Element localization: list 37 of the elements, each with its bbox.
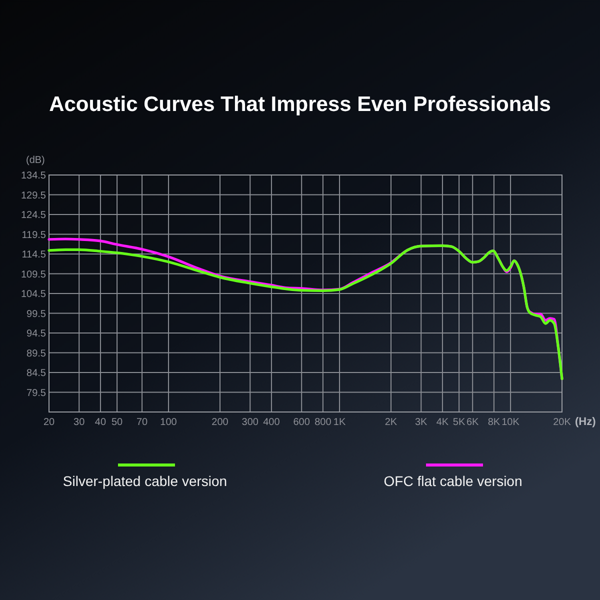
x-tick-label: 20	[43, 417, 55, 428]
x-tick-label: 8K	[488, 417, 500, 428]
x-tick-label: 1K	[333, 417, 346, 428]
y-tick-label: 84.5	[26, 368, 46, 379]
legend-label: OFC flat cable version	[384, 473, 522, 489]
x-tick-label: 30	[74, 417, 86, 428]
y-tick-label: 129.5	[20, 190, 46, 202]
x-tick-label: 600	[293, 417, 310, 428]
x-tick-label: 4K	[436, 417, 449, 428]
x-tick-label: 100	[160, 417, 178, 428]
x-axis-title: (Hz)	[575, 416, 596, 428]
x-tick-label: 40	[94, 417, 106, 428]
y-tick-label: 94.5	[26, 328, 46, 340]
x-tick-label: 70	[136, 417, 148, 428]
y-tick-label: 119.5	[22, 230, 46, 241]
y-axis-title: (dB)	[26, 155, 45, 166]
chart-title: Acoustic Curves That Impress Even Professionals	[49, 93, 551, 116]
y-tick-label: 134.5	[20, 170, 46, 182]
x-tick-label: 10K	[502, 417, 520, 428]
y-tick-label: 89.5	[26, 348, 46, 360]
x-tick-label: 3K	[414, 417, 428, 428]
x-tick-label: 800	[314, 417, 332, 428]
y-tick-label: 79.5	[26, 388, 46, 399]
x-tick-label: 200	[212, 417, 229, 428]
x-tick-label: 5K	[452, 417, 466, 428]
x-tick-label: 6K	[466, 417, 480, 428]
y-tick-label: 104.5	[20, 289, 46, 300]
x-tick-label: 2K	[384, 417, 398, 428]
y-tick-label: 109.5	[20, 269, 46, 280]
x-tick-label: 50	[111, 417, 124, 428]
y-tick-label: 114.5	[22, 250, 46, 260]
x-tick-label: 20K	[553, 417, 572, 428]
y-tick-label: 124.5	[20, 210, 46, 221]
y-tick-label: 99.5	[26, 308, 46, 320]
legend-label: Silver-plated cable version	[62, 473, 228, 489]
x-tick-label: 400	[263, 417, 280, 428]
x-tick-label: 300	[242, 417, 259, 428]
